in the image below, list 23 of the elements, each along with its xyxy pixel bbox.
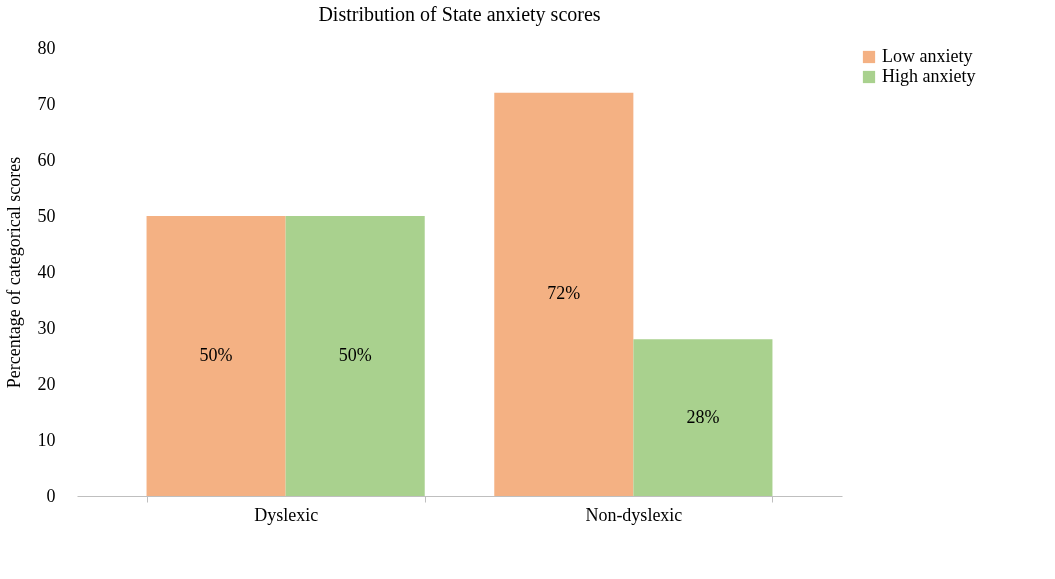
bar [633,339,773,496]
y-tick-label: 40 [37,261,56,282]
chart-title: Distribution of State anxiety scores [318,3,601,26]
x-tick-label: Dyslexic [254,504,319,525]
y-tick-label: 10 [37,429,56,450]
y-tick-label: 80 [37,37,56,58]
y-tick-label: 50 [37,205,56,226]
y-tick-label: 60 [37,149,56,170]
y-tick-label: 0 [46,485,56,506]
data-label: 50% [338,345,372,365]
y-tick-label: 70 [37,93,56,114]
y-axis-title: Percentage of categorical scores [3,156,24,389]
bar [146,216,286,496]
bar [285,216,425,496]
data-label: 28% [686,406,720,427]
x-tick-label: Non-dyslexic [585,504,683,525]
legend-label: High anxiety [882,66,976,86]
y-tick-label: 30 [37,317,56,338]
legend-label: Low anxiety [882,46,973,66]
bar [494,92,634,496]
data-label: 72% [547,283,581,304]
data-label: 50% [199,345,233,365]
y-tick-label: 20 [37,373,56,394]
